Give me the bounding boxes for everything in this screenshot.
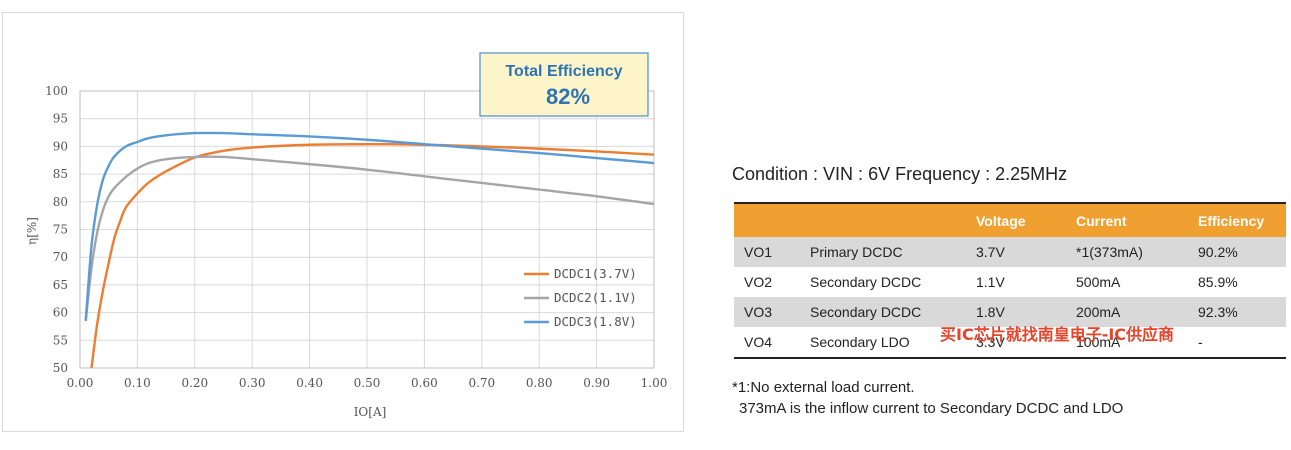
efficiency-cell: - [1188, 327, 1286, 359]
table-row: VO3 Secondary DCDC 1.8V 200mA 92.3% [734, 297, 1286, 327]
y-axis-title: η[%] [25, 217, 39, 245]
legend-label: DCDC2(1.1V) [554, 290, 637, 305]
efficiency-cell: 90.2% [1188, 237, 1286, 267]
output-type-cell: Secondary LDO [800, 327, 966, 359]
footnote-line-2: 373mA is the inflow current to Secondary… [739, 400, 1124, 417]
current-cell: 100mA [1066, 327, 1188, 359]
x-tick-label: 0.50 [354, 376, 381, 390]
series-line-dcdc2-1-1v [84, 155, 654, 322]
x-tick-label: 1.00 [641, 376, 668, 390]
output-id-cell: VO1 [734, 237, 800, 267]
y-tick-label: 65 [53, 278, 68, 292]
efficiency-chart: 50 55 60 65 70 75 80 85 90 95 100 0.00 0.10 0.20 0.30 0… [25, 52, 668, 419]
output-type-cell: Secondary DCDC [810, 274, 922, 290]
output-type-cell: Secondary DCDC [800, 297, 966, 327]
table-row: VO4 Secondary LDO 3.3V 100mA - [734, 327, 1286, 359]
x-tick-label: 0.70 [468, 376, 495, 390]
output-type-cell: Primary DCDC [800, 237, 966, 267]
header-voltage: Voltage [966, 202, 1066, 237]
current-cell: *1(373mA) [1066, 237, 1188, 267]
header-cell [734, 202, 800, 237]
table-row: VO1 Primary DCDC 3.7V *1(373mA) 90.2% [734, 237, 1286, 267]
voltage-cell: 3.7V [966, 237, 1066, 267]
series-line-dcdc1-3-7v [90, 142, 654, 368]
watermark-text: 买IC芯片就找南皇电子-IC供应商 [940, 325, 1175, 344]
y-tick-label: 50 [53, 361, 68, 375]
y-tick-label: 60 [53, 306, 68, 320]
callout-box [479, 52, 649, 117]
y-tick-label: 55 [53, 333, 68, 347]
legend-label: DCDC3(1.8V) [554, 314, 637, 329]
total-efficiency-callout: Total Efficiency 82% [479, 52, 649, 117]
x-tick-label: 0.10 [124, 376, 151, 390]
y-tick-label: 95 [53, 112, 68, 126]
voltage-cell: 1.1V [976, 274, 1005, 290]
efficiency-cell: 92.3% [1188, 297, 1286, 327]
x-tick-label: 0.80 [526, 376, 553, 390]
output-id-cell: VO4 [734, 327, 800, 359]
footnote: *1:No external load current. 373mA is th… [732, 377, 1123, 419]
y-tick-label: 80 [53, 195, 68, 209]
y-tick-label: 90 [53, 139, 68, 153]
legend-label: DCDC1(3.7V) [554, 266, 637, 281]
current-cell: 500mA [1076, 274, 1121, 290]
output-id-cell: VO2 [744, 274, 773, 290]
y-tick-label: 70 [53, 250, 68, 264]
x-tick-label: 0.20 [181, 376, 208, 390]
y-tick-label: 85 [53, 167, 68, 181]
x-tick-label: 0.00 [67, 376, 94, 390]
callout-value: 82% [546, 84, 590, 109]
x-tick-label: 0.60 [411, 376, 438, 390]
plot-area-border [79, 90, 655, 369]
x-tick-label: 0.30 [239, 376, 266, 390]
header-efficiency: Efficiency [1188, 202, 1286, 237]
header-current: Current [1066, 202, 1188, 237]
output-id-cell: VO3 [734, 297, 800, 327]
x-tick-label: 0.40 [296, 376, 323, 390]
efficiency-chart-panel: 50 55 60 65 70 75 80 85 90 95 100 0.00 0.10 0.20 0.30 0… [2, 12, 684, 432]
header-cell [800, 202, 966, 237]
series-line-dcdc3-1-8v [84, 131, 654, 322]
condition-text: Condition : VIN : 6V Frequency : 2.25MHz [732, 164, 1068, 184]
table-row: VO2 Secondary DCDC 1.1V 500mA 85.9% [734, 267, 1286, 297]
voltage-cell: 3.3V [966, 327, 1066, 359]
callout-title: Total Efficiency [505, 63, 622, 80]
y-tick-label: 100 [45, 84, 68, 98]
x-axis-title: IO[A] [354, 405, 387, 419]
efficiency-cell: 85.9% [1198, 274, 1238, 290]
table-header-row: Voltage Current Efficiency [734, 202, 1286, 237]
footnote-line-1: *1:No external load current. [732, 379, 915, 396]
y-tick-label: 75 [53, 223, 68, 237]
x-tick-label: 0.90 [583, 376, 610, 390]
voltage-cell: 1.8V [966, 297, 1066, 327]
output-spec-table: Voltage Current Efficiency VO1 Primary D… [734, 202, 1286, 359]
current-cell: 200mA [1066, 297, 1188, 327]
